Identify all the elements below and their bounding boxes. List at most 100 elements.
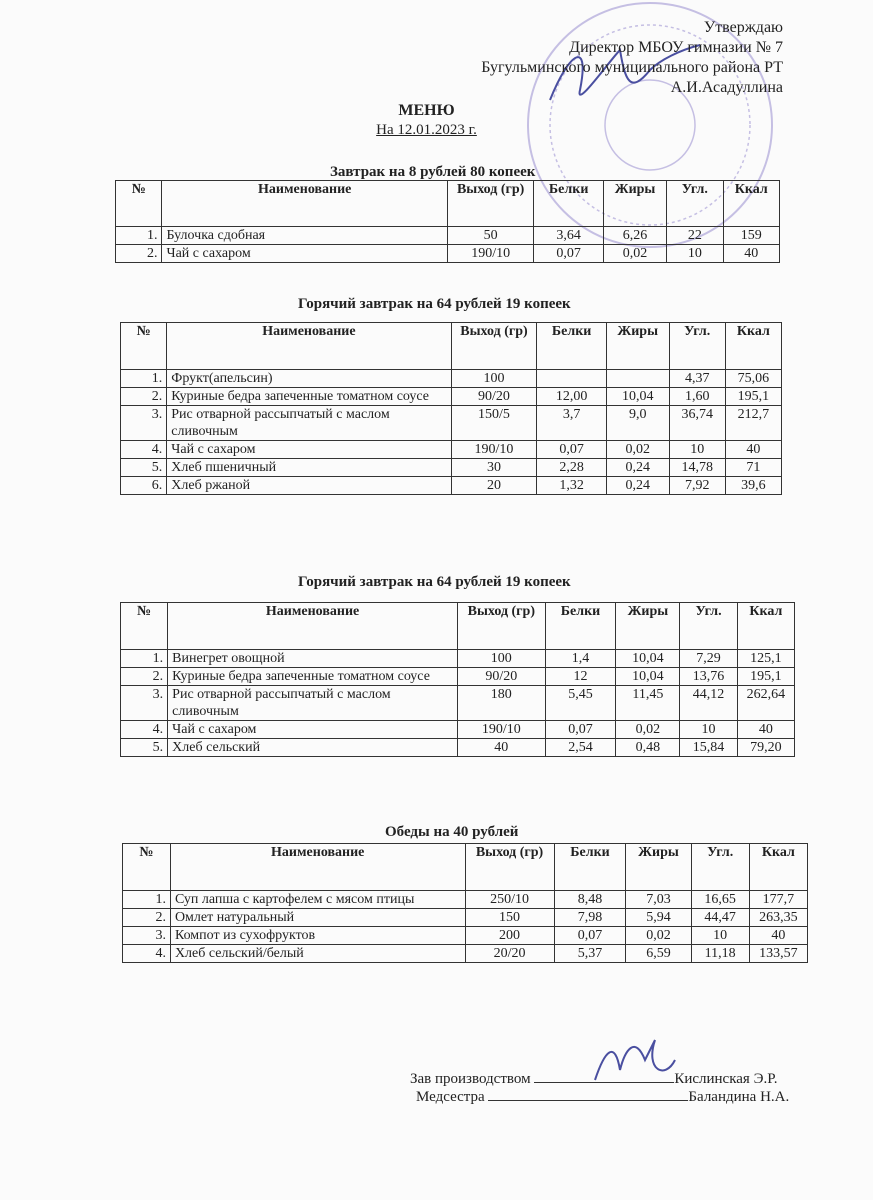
kcal-cell: 263,35 [748, 908, 809, 927]
portion-cell: 50 [446, 226, 535, 245]
table-row: 4. Чай с сахаром 190/10 0,07 0,02 10 40 [119, 720, 796, 739]
column-header: Наименование [167, 602, 458, 650]
column-header: Угл. [666, 180, 724, 227]
protein-cell: 0,07 [536, 440, 607, 459]
column-header: Выход (гр) [464, 843, 555, 891]
dish-name-cell: Омлет натуральный [169, 908, 466, 927]
column-header: Белки [553, 843, 627, 891]
table-row: 2. Чай с сахаром 190/10 0,07 0,02 10 40 [114, 244, 781, 263]
dish-name-cell: Фрукт(апельсин) [166, 369, 452, 388]
portion-cell: 90/20 [457, 667, 546, 686]
column-header: Жиры [605, 322, 670, 370]
fat-cell: 5,94 [625, 908, 692, 927]
carbs-cell: 22 [666, 226, 724, 245]
row-number-cell: 1. [122, 890, 171, 909]
column-header: Выход (гр) [457, 602, 546, 650]
carbs-cell: 4,37 [668, 369, 726, 388]
column-header: Угл. [679, 602, 738, 650]
protein-cell: 12 [544, 667, 617, 686]
kcal-cell: 133,57 [748, 944, 809, 963]
approval-line: Утверждаю [703, 19, 783, 36]
fat-cell: 11,45 [615, 685, 681, 721]
table-header: № Наименование Выход (гр) Белки Жиры Угл. Ккал [119, 602, 796, 650]
portion-cell: 200 [464, 926, 555, 945]
table-row: 6. Хлеб ржаной 20 1,32 0,24 7,92 39,6 [119, 476, 783, 495]
kcal-cell: 40 [748, 926, 809, 945]
menu-table: № Наименование Выход (гр) Белки Жиры Угл. Ккал… [119, 322, 783, 495]
carbs-cell: 7,29 [679, 649, 738, 668]
fat-cell: 0,02 [625, 926, 692, 945]
carbs-cell: 16,65 [690, 890, 750, 909]
approval-name: А.И.Асадуллина [670, 79, 783, 96]
fat-cell: 9,0 [605, 405, 670, 441]
protein-cell: 8,48 [553, 890, 627, 909]
table-header: № Наименование Выход (гр) Белки Жиры Угл. Ккал [114, 180, 781, 227]
table-row: 1. Фрукт(апельсин) 100 4,37 75,06 [119, 369, 783, 388]
portion-cell: 90/20 [450, 387, 538, 406]
column-header: Ккал [748, 843, 809, 891]
dish-name-cell: Винегрет овощной [167, 649, 458, 668]
carbs-cell: 7,92 [668, 476, 726, 495]
table-row: 1. Суп лапша с картофелем с мясом птицы 25… [122, 890, 809, 909]
dish-name-cell: Хлеб ржаной [166, 476, 452, 495]
row-number-cell: 1. [114, 226, 163, 245]
row-number-cell: 4. [119, 440, 168, 459]
column-header: Выход (гр) [446, 180, 535, 227]
column-header: Наименование [161, 180, 448, 227]
row-number-cell: 1. [119, 649, 169, 668]
kcal-cell: 40 [722, 244, 781, 263]
column-header: № [122, 843, 171, 891]
fat-cell [605, 369, 670, 388]
column-header: № [114, 180, 163, 227]
signature-name: Кислинская Э.Р. [674, 1071, 778, 1087]
kcal-cell: 40 [736, 720, 796, 739]
dish-name-cell: Чай с сахаром [166, 440, 452, 459]
carbs-cell: 10 [666, 244, 724, 263]
portion-cell: 100 [450, 369, 538, 388]
column-header: Жиры [603, 180, 668, 227]
column-header: Угл. [690, 843, 750, 891]
table-row: 1. Булочка сдобная 50 3,64 6,26 22 159 [114, 226, 781, 245]
protein-cell: 7,98 [553, 908, 627, 927]
dish-name-cell: Куриные бедра запеченные томатном соусе [166, 387, 452, 406]
dish-name-cell: Хлеб пшеничный [166, 458, 452, 477]
column-header: Белки [544, 602, 617, 650]
protein-cell: 12,00 [536, 387, 607, 406]
kcal-cell: 40 [724, 440, 783, 459]
carbs-cell: 10 [690, 926, 750, 945]
signature-role: Медсестра [416, 1089, 485, 1105]
row-number-cell: 2. [122, 908, 171, 927]
dish-name-cell: Хлеб сельский [167, 738, 458, 757]
carbs-cell: 10 [679, 720, 738, 739]
protein-cell: 0,07 [544, 720, 617, 739]
portion-cell: 20/20 [464, 944, 555, 963]
row-number-cell: 3. [122, 926, 171, 945]
fat-cell: 0,02 [603, 244, 668, 263]
section-title: Горячий завтрак на 64 рублей 19 копеек [298, 296, 571, 312]
column-header: Жиры [625, 843, 692, 891]
fat-cell: 7,03 [625, 890, 692, 909]
row-number-cell: 6. [119, 476, 168, 495]
table-row: 3. Рис отварной рассыпчатый с маслом слив… [119, 405, 783, 441]
table-header: № Наименование Выход (гр) Белки Жиры Угл. Ккал [119, 322, 783, 370]
protein-cell: 5,45 [544, 685, 617, 721]
carbs-cell: 44,47 [690, 908, 750, 927]
row-number-cell: 3. [119, 405, 168, 441]
portion-cell: 150 [464, 908, 555, 927]
column-header: № [119, 602, 169, 650]
carbs-cell: 44,12 [679, 685, 738, 721]
carbs-cell: 11,18 [690, 944, 750, 963]
section-title: Обеды на 40 рублей [385, 824, 519, 840]
table-row: 4. Чай с сахаром 190/10 0,07 0,02 10 40 [119, 440, 783, 459]
protein-cell: 1,4 [544, 649, 617, 668]
kcal-cell: 177,7 [748, 890, 809, 909]
portion-cell: 190/10 [446, 244, 535, 263]
kcal-cell: 159 [722, 226, 781, 245]
fat-cell: 10,04 [615, 667, 681, 686]
carbs-cell: 36,74 [668, 405, 726, 441]
page-title: МЕНЮ [398, 102, 455, 119]
column-header: № [119, 322, 168, 370]
fat-cell: 0,24 [605, 476, 670, 495]
fat-cell: 0,02 [615, 720, 681, 739]
